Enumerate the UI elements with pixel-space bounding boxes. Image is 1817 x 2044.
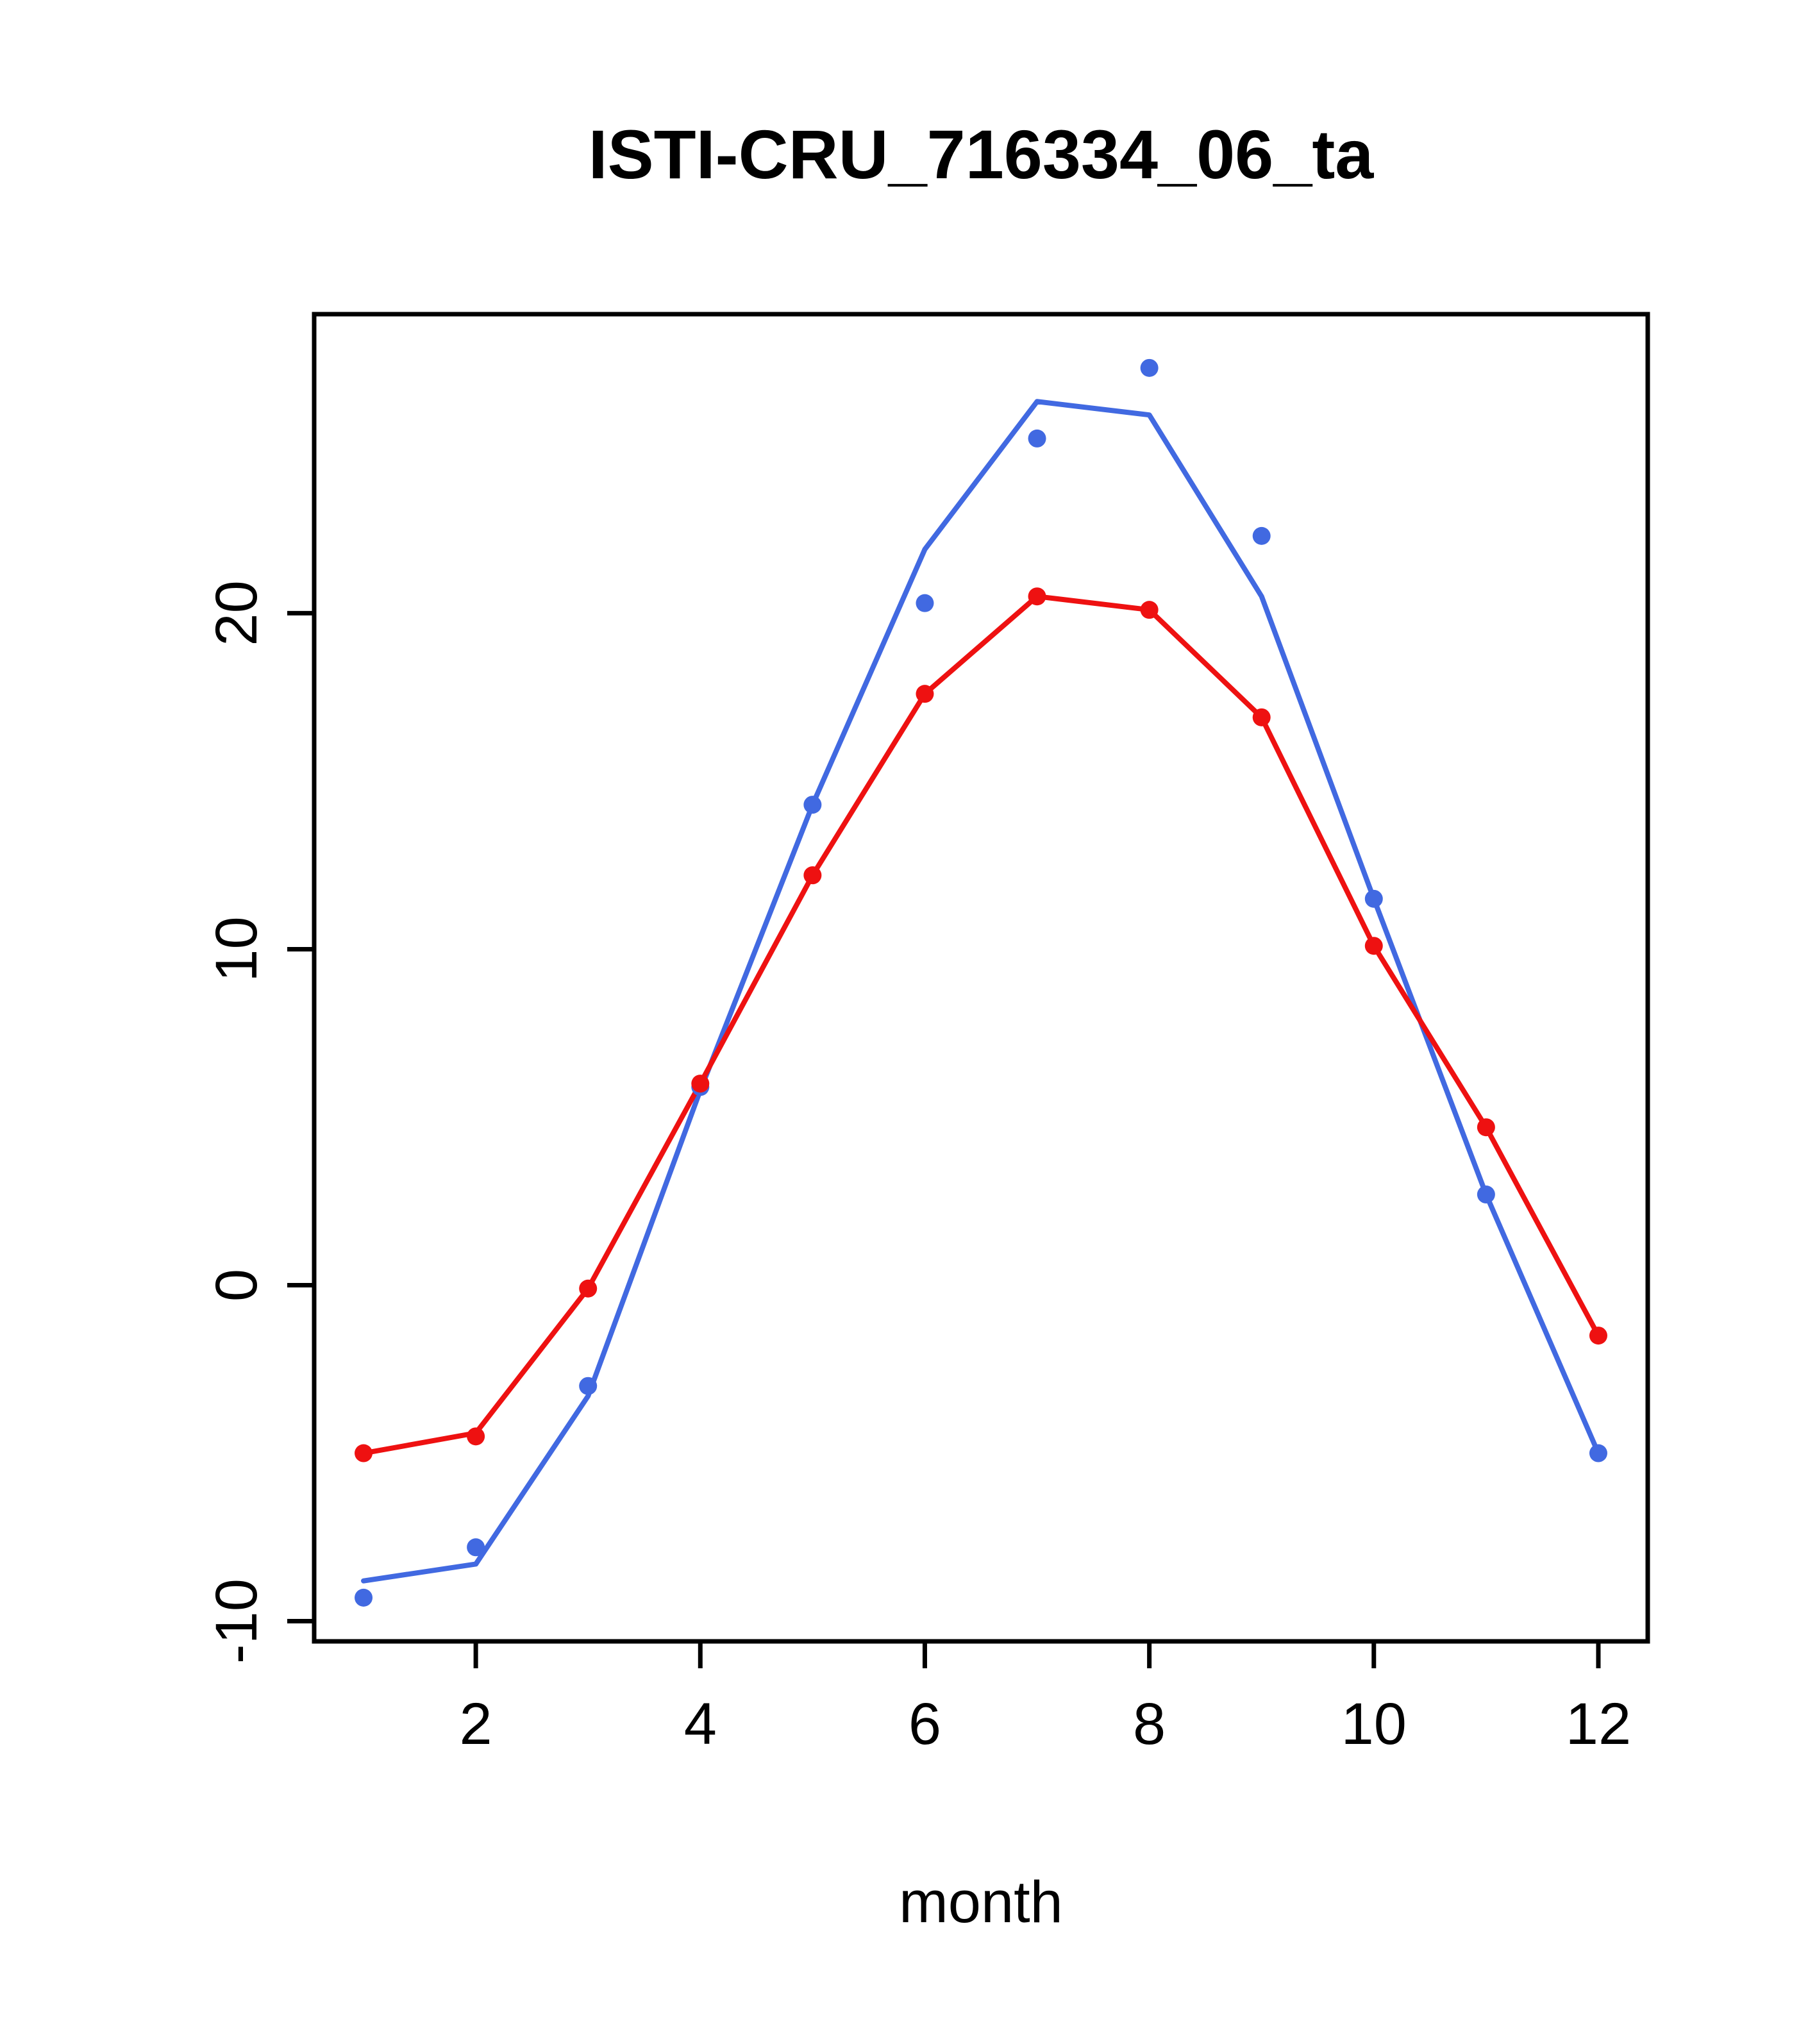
x-tick-label: 8 [1133, 1691, 1166, 1757]
x-axis-label: month [899, 1870, 1063, 1935]
series-blue-line [361, 399, 1601, 1584]
point-blue-points-m12 [1589, 1444, 1607, 1462]
point-blue-points-m3 [579, 1377, 598, 1395]
point-blue-points-m6 [916, 594, 934, 612]
y-tick-label: 20 [204, 580, 269, 646]
point-blue-points-m2 [467, 1538, 485, 1557]
point-red-points-m4 [691, 1075, 710, 1093]
y-tick-label: 0 [204, 1269, 269, 1302]
point-red-points-m8 [1140, 601, 1159, 619]
x-tick-label: 6 [908, 1691, 941, 1757]
point-blue-points-m1 [355, 1588, 373, 1607]
point-blue-points-m10 [1364, 889, 1383, 908]
point-blue-points-m7 [1028, 429, 1046, 448]
plot-frame [312, 312, 1650, 1644]
point-red-points-m11 [1477, 1118, 1495, 1137]
point-red-points-m12 [1589, 1327, 1607, 1345]
point-red-points-m5 [803, 866, 822, 885]
point-red-points-m10 [1364, 937, 1383, 955]
point-blue-points-m5 [803, 796, 822, 814]
y-tick-label: -10 [204, 1579, 269, 1664]
x-tick-label: 2 [460, 1691, 492, 1757]
point-red-points-m6 [916, 685, 934, 703]
x-tick-label: 4 [684, 1691, 717, 1757]
chart-title: ISTI-CRU_716334_06_ta [589, 115, 1375, 193]
series-red-line [361, 594, 1601, 1456]
point-red-points-m1 [355, 1444, 373, 1462]
point-blue-points-m8 [1140, 358, 1159, 377]
point-red-points-m7 [1028, 587, 1046, 606]
point-red-points-m2 [467, 1427, 485, 1446]
point-red-points-m9 [1252, 708, 1271, 726]
point-blue-points-m9 [1252, 526, 1271, 545]
point-blue-points-m11 [1477, 1185, 1495, 1204]
x-tick-label: 12 [1566, 1691, 1631, 1757]
point-red-points-m3 [579, 1279, 598, 1298]
x-tick-label: 10 [1341, 1691, 1407, 1757]
y-tick-label: 10 [204, 916, 269, 982]
